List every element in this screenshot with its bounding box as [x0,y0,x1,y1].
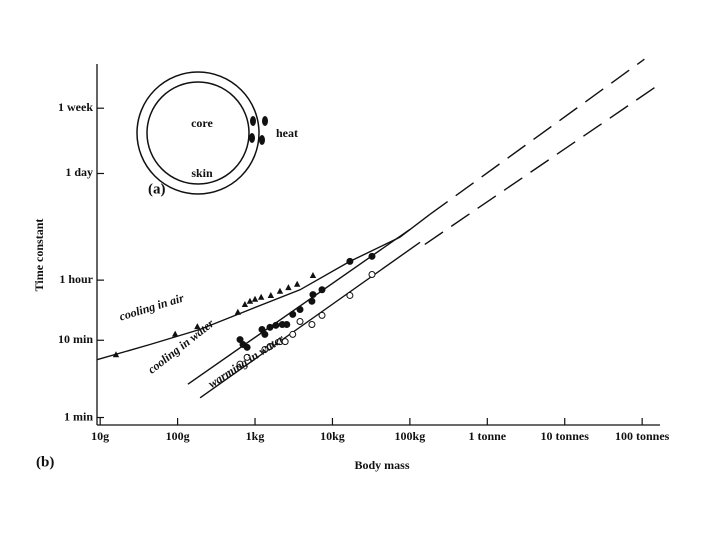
point [283,320,291,328]
x-tick-label: 100g [166,429,190,443]
panel-label: (b) [36,454,54,470]
point [318,286,326,294]
point [112,351,120,358]
heat-drop [259,135,265,145]
point [241,301,249,308]
fit-curve [429,58,645,215]
point [296,306,304,314]
point [309,271,317,278]
skin-label: skin [191,166,213,180]
point [194,323,201,330]
point [236,360,244,368]
point [309,291,317,299]
point [346,257,354,265]
x-tick-label: 100 tonnes [615,429,670,443]
heat-drop [262,116,268,126]
y-tick-label: 10 min [58,332,93,346]
heat-drop [249,133,255,143]
heat-label: heat [276,126,298,140]
point [296,317,304,325]
x-tick-label: 100kg [395,429,426,443]
point [261,330,269,338]
x-tick-label: 10g [91,429,109,443]
point [171,330,179,337]
point [346,291,354,299]
point [266,343,274,351]
point [272,321,280,329]
fit-curve [96,213,431,361]
series-annotation: warming in water [206,331,287,390]
point [281,338,289,346]
point [243,353,251,361]
point [368,252,376,260]
point [308,320,316,328]
point [276,287,284,294]
y-tick-label: 1 day [65,165,93,179]
point [293,280,301,287]
y-axis-label: Time constant [32,219,46,292]
series-annotation: cooling in water [145,316,217,376]
inset-label: (a) [148,181,166,197]
point [267,291,275,298]
fit-curve [199,241,421,399]
fit-curve [424,83,660,245]
point [234,308,242,315]
x-tick-label: 1 tonne [468,429,506,443]
inset-diagram: core skin heat (a) [136,71,298,197]
x-tick-label: 10kg [320,429,345,443]
skin-circle [136,71,260,195]
point [285,284,292,291]
point [318,311,326,319]
series-annotation: cooling in air [118,291,186,324]
core-circle [146,81,250,185]
point [289,310,297,318]
x-tick-label: 10 tonnes [541,429,590,443]
x-axis-label: Body mass [354,458,409,472]
point [243,343,251,351]
point [251,295,259,302]
point [257,293,265,300]
point [261,345,269,353]
heat-drop [250,116,256,126]
point [308,297,316,305]
point [266,323,274,331]
point [289,330,297,338]
x-tick-label: 1kg [246,429,265,443]
point [368,270,376,278]
y-tick-label: 1 week [58,100,93,114]
point [236,336,244,344]
y-tick-label: 1 hour [59,272,93,286]
core-label: core [191,116,213,130]
point [246,297,254,304]
y-tick-label: 1 min [64,409,93,423]
